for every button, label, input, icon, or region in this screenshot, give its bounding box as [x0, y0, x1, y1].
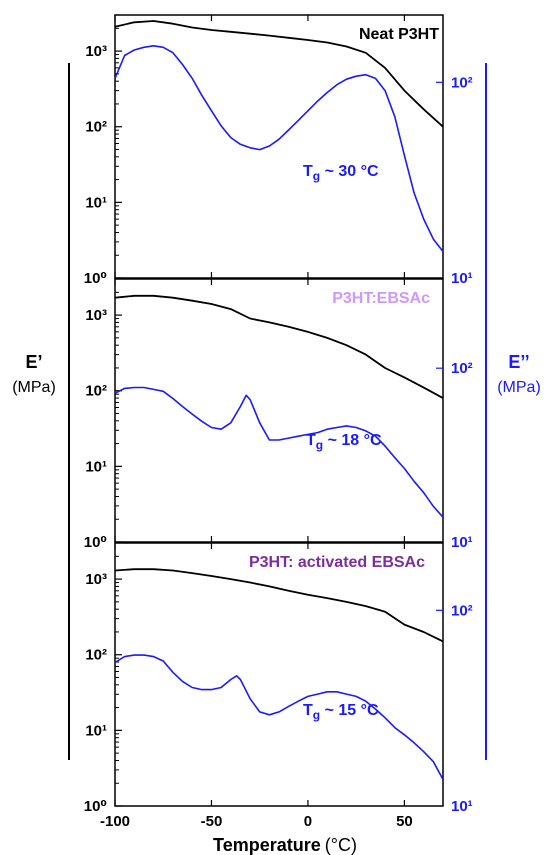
tg-subscript: g	[316, 438, 323, 452]
left-tick-label: 10⁰	[84, 270, 107, 287]
left-tick-label: 10⁰	[84, 798, 107, 815]
tg-value: ~ 30 °C	[320, 163, 379, 180]
x-tick-label: 0	[304, 813, 312, 830]
panel-frame	[114, 278, 444, 543]
tg-subscript: g	[313, 169, 320, 183]
right-tick-label: 10²	[451, 360, 473, 377]
left-axis-title: E’	[25, 352, 42, 372]
right-tick-label: 10²	[451, 74, 473, 91]
right-tick-label: 10¹	[451, 798, 473, 815]
left-tick-label: 10²	[85, 119, 107, 136]
left-tick-label: 10¹	[85, 458, 107, 475]
panel-1: 10⁰ 10¹ 10² 10³ 10¹ 10² Neat P3HT Tg ~ 30 °C	[84, 14, 473, 287]
tg-annotation: Tg ~ 18 °C	[306, 432, 382, 452]
panel-2: 10⁰ 10¹ 10² 10³ 10¹ 10² P3HT:EBSAc Tg ~ 18 °C	[84, 278, 473, 551]
panel-title: P3HT: activated EBSAc	[249, 554, 425, 571]
right-axis-unit: (MPa)	[497, 379, 541, 396]
x-tick-label: -50	[201, 813, 223, 830]
panel-title: Neat P3HT	[359, 26, 439, 43]
storage-modulus-line	[114, 20, 444, 128]
x-tick-label: -100	[100, 813, 130, 830]
x-axis-label: Temperature	[213, 835, 321, 855]
loss-modulus-line	[114, 44, 444, 252]
x-tick-label: 50	[396, 813, 413, 830]
panel-title: P3HT:EBSAc	[332, 290, 430, 307]
x-axis-unit: (°C)	[325, 835, 357, 855]
left-tick-label: 10³	[85, 307, 107, 324]
left-tick-label: 10²	[85, 383, 107, 400]
tg-value: ~ 18 °C	[323, 432, 382, 449]
tg-symbol: T	[306, 432, 316, 449]
left-tick-label: 10³	[85, 43, 107, 60]
tg-symbol: T	[303, 702, 313, 719]
tg-annotation: Tg ~ 30 °C	[303, 163, 379, 183]
loss-modulus-line	[114, 654, 444, 780]
panel-frame	[114, 542, 444, 807]
tg-annotation: Tg ~ 15 °C	[303, 702, 379, 722]
storage-modulus-line	[114, 568, 444, 643]
storage-modulus-line	[114, 294, 444, 399]
right-tick-label: 10¹	[451, 534, 473, 551]
loss-modulus-line	[114, 386, 444, 518]
tg-value: ~ 15 °C	[320, 702, 379, 719]
x-axis-title: Temperature (°C)	[213, 835, 357, 855]
left-tick-label: 10⁰	[84, 534, 107, 551]
right-tick-label: 10²	[451, 602, 473, 619]
left-tick-label: 10¹	[85, 722, 107, 739]
right-axis-title: E’’	[508, 352, 529, 372]
left-tick-label: 10¹	[85, 194, 107, 211]
left-tick-label: 10²	[85, 647, 107, 664]
tg-symbol: T	[303, 163, 313, 180]
right-tick-label: 10¹	[451, 270, 473, 287]
panel-frame	[114, 14, 444, 279]
panel-3: 10⁰ 10¹ 10² 10³ 10¹ 10² P3HT: activated EBSAc T…	[84, 542, 473, 815]
left-tick-label: 10³	[85, 571, 107, 588]
left-axis-unit: (MPa)	[12, 379, 56, 396]
tg-subscript: g	[313, 708, 320, 722]
